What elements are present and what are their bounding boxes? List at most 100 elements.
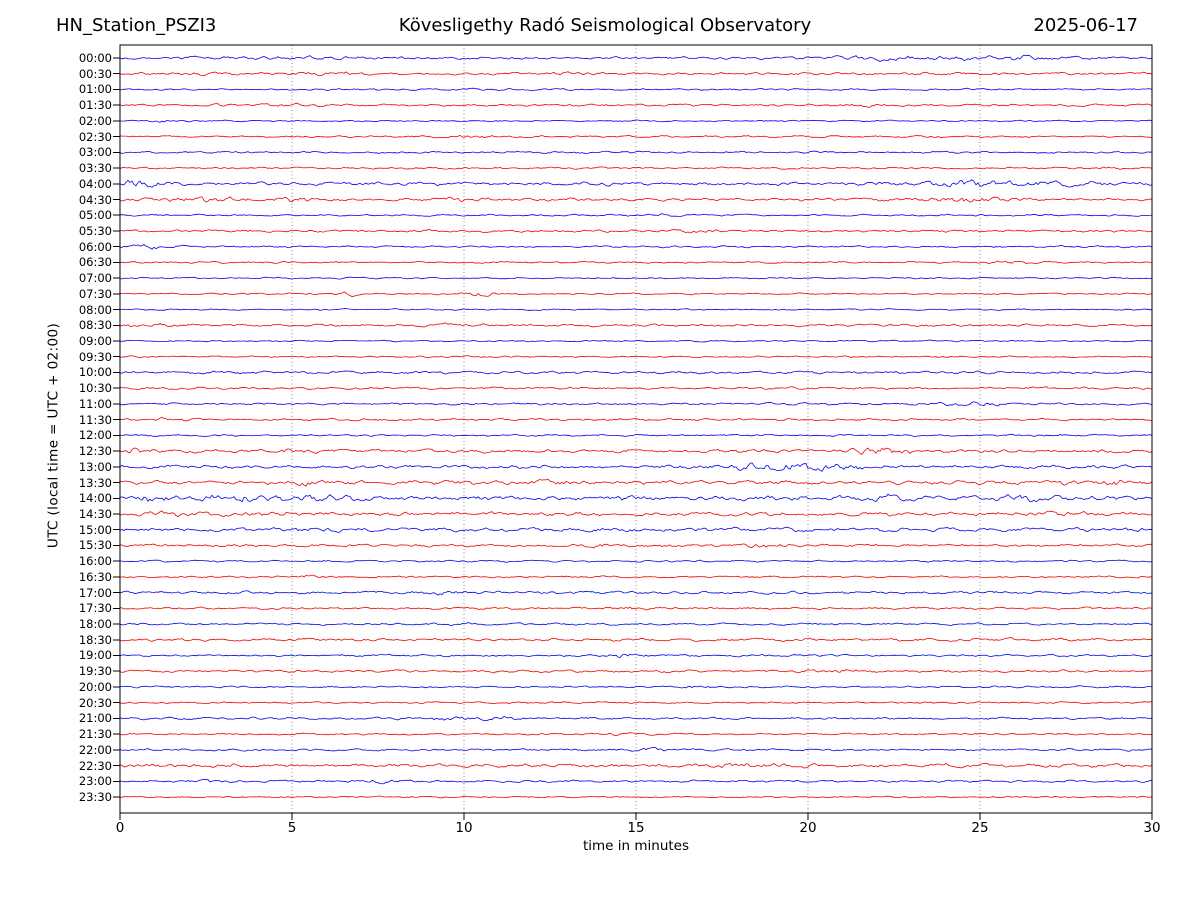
seismic-trace-13:30: [120, 478, 1152, 487]
seismic-trace-21:00: [120, 715, 1152, 721]
seismic-trace-04:30: [120, 196, 1152, 203]
y-tick-label-18:30: 18:30: [78, 632, 112, 647]
y-tick-label-08:30: 08:30: [78, 318, 112, 333]
seismic-trace-01:00: [120, 87, 1152, 92]
seismic-trace-21:30: [120, 732, 1152, 737]
seismic-trace-00:30: [120, 71, 1152, 77]
x-tick-label-20: 20: [799, 820, 817, 836]
seismic-trace-03:00: [120, 150, 1152, 155]
seismic-trace-10:00: [120, 370, 1152, 375]
y-tick-label-13:00: 13:00: [78, 459, 112, 474]
y-tick-label-07:30: 07:30: [78, 286, 112, 301]
y-tick-label-14:30: 14:30: [78, 506, 112, 521]
y-tick-label-05:30: 05:30: [78, 223, 112, 238]
y-tick-label-17:30: 17:30: [78, 601, 112, 616]
y-tick-label-11:00: 11:00: [78, 396, 112, 411]
y-tick-label-00:30: 00:30: [78, 66, 112, 81]
y-tick-label-18:00: 18:00: [78, 617, 112, 632]
x-tick-label-5: 5: [287, 820, 297, 836]
y-tick-label-19:00: 19:00: [78, 648, 112, 663]
station-title: HN_Station_PSZI3: [56, 15, 217, 36]
seismic-trace-23:00: [120, 779, 1152, 785]
seismic-trace-11:00: [120, 401, 1152, 407]
y-tick-label-04:30: 04:30: [78, 192, 112, 207]
seismic-trace-20:00: [120, 685, 1152, 689]
seismic-trace-15:30: [120, 543, 1152, 549]
seismic-trace-17:30: [120, 606, 1152, 611]
seismic-trace-18:00: [120, 622, 1152, 627]
x-tick-label-0: 0: [115, 820, 125, 836]
y-tick-label-13:30: 13:30: [78, 475, 112, 490]
seismic-trace-14:00: [120, 493, 1152, 503]
y-tick-label-05:00: 05:00: [78, 208, 112, 223]
seismic-trace-11:30: [120, 416, 1152, 422]
y-tick-label-02:30: 02:30: [78, 129, 112, 144]
y-tick-label-03:30: 03:30: [78, 161, 112, 176]
y-tick-label-17:00: 17:00: [78, 585, 112, 600]
seismic-trace-15:00: [120, 526, 1152, 533]
seismic-trace-19:00: [120, 653, 1152, 658]
seismic-trace-06:30: [120, 260, 1152, 265]
seismic-trace-12:00: [120, 433, 1152, 437]
seismic-trace-07:30: [120, 291, 1152, 298]
x-tick-label-15: 15: [627, 820, 645, 836]
x-axis-label: time in minutes: [582, 838, 690, 854]
traces-group: [120, 54, 1152, 799]
y-tick-label-01:00: 01:00: [78, 82, 112, 97]
y-tick-label-12:00: 12:00: [78, 428, 112, 443]
seismic-trace-03:30: [120, 166, 1152, 170]
y-tick-label-08:00: 08:00: [78, 302, 112, 317]
seismic-trace-09:30: [120, 355, 1152, 359]
y-tick-label-20:30: 20:30: [78, 695, 112, 710]
y-tick-label-14:00: 14:00: [78, 491, 112, 506]
x-tick-label-25: 25: [971, 820, 989, 836]
y-tick-label-23:00: 23:00: [78, 774, 112, 789]
y-tick-label-03:00: 03:00: [78, 145, 112, 160]
seismic-trace-05:30: [120, 229, 1152, 234]
seismic-trace-20:30: [120, 701, 1152, 705]
y-tick-label-21:00: 21:00: [78, 711, 112, 726]
y-tick-label-15:00: 15:00: [78, 522, 112, 537]
y-tick-label-09:30: 09:30: [78, 349, 112, 364]
y-tick-label-20:00: 20:00: [78, 679, 112, 694]
y-tick-label-10:30: 10:30: [78, 381, 112, 396]
seismic-trace-07:00: [120, 276, 1152, 280]
y-tick-label-16:30: 16:30: [78, 569, 112, 584]
y-tick-label-22:00: 22:00: [78, 742, 112, 757]
seismic-trace-08:00: [120, 308, 1152, 311]
y-tick-label-06:00: 06:00: [78, 239, 112, 254]
y-tick-label-21:30: 21:30: [78, 727, 112, 742]
seismic-trace-09:00: [120, 339, 1152, 343]
y-tick-label-12:30: 12:30: [78, 444, 112, 459]
y-tick-label-06:30: 06:30: [78, 255, 112, 270]
seismic-trace-23:30: [120, 795, 1152, 799]
seismic-trace-08:30: [120, 322, 1152, 328]
seismic-trace-22:00: [120, 746, 1152, 752]
seismic-trace-10:30: [120, 386, 1152, 391]
y-tick-label-11:30: 11:30: [78, 412, 112, 427]
y-tick-label-09:00: 09:00: [78, 334, 112, 349]
seismic-trace-19:30: [120, 669, 1152, 674]
seismic-trace-16:00: [120, 559, 1152, 563]
seismic-trace-18:30: [120, 637, 1152, 642]
x-tick-label-30: 30: [1143, 820, 1161, 836]
y-tick-label-16:00: 16:00: [78, 554, 112, 569]
seismic-trace-00:00: [120, 54, 1152, 62]
seismic-trace-16:30: [120, 574, 1152, 579]
seismic-trace-22:30: [120, 762, 1152, 769]
y-tick-label-23:30: 23:30: [78, 790, 112, 804]
seismic-trace-05:00: [120, 213, 1152, 217]
y-tick-label-10:00: 10:00: [78, 365, 112, 380]
seismic-trace-02:30: [120, 134, 1152, 139]
seismic-trace-14:30: [120, 510, 1152, 518]
y-tick-label-22:30: 22:30: [78, 758, 112, 773]
y-tick-label-00:00: 00:00: [78, 51, 112, 65]
y-tick-label-04:00: 04:00: [78, 176, 112, 191]
seismic-trace-12:30: [120, 447, 1152, 455]
seismic-trace-17:00: [120, 590, 1152, 596]
y-tick-label-15:30: 15:30: [78, 538, 112, 553]
date-title: 2025-06-17: [1033, 15, 1138, 36]
y-tick-label-19:30: 19:30: [78, 664, 112, 679]
